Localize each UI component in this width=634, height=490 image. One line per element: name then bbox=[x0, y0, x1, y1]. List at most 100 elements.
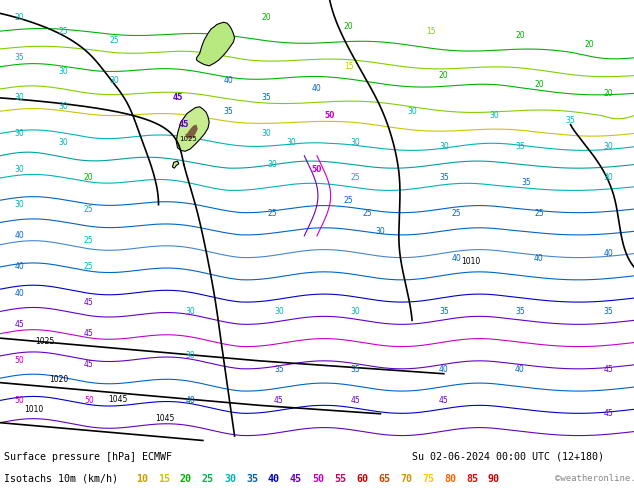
Text: 50: 50 bbox=[325, 111, 335, 120]
Text: 30: 30 bbox=[58, 102, 68, 111]
Text: 20: 20 bbox=[585, 40, 595, 49]
Text: 45: 45 bbox=[84, 360, 94, 369]
Text: Surface pressure [hPa] ECMWF: Surface pressure [hPa] ECMWF bbox=[4, 452, 172, 462]
Text: 30: 30 bbox=[350, 138, 360, 147]
Text: 70: 70 bbox=[400, 474, 412, 484]
Text: 35: 35 bbox=[521, 178, 531, 187]
Text: 30: 30 bbox=[375, 227, 385, 236]
Text: 15: 15 bbox=[426, 26, 436, 36]
Text: 10: 10 bbox=[136, 474, 148, 484]
Text: 15: 15 bbox=[158, 474, 170, 484]
Text: 25: 25 bbox=[534, 209, 544, 218]
Text: 1010: 1010 bbox=[462, 257, 481, 266]
Text: 35: 35 bbox=[14, 53, 24, 62]
Text: 1045: 1045 bbox=[155, 414, 175, 423]
Text: 80: 80 bbox=[444, 474, 456, 484]
Text: 40: 40 bbox=[14, 231, 24, 240]
Text: 25: 25 bbox=[109, 36, 119, 45]
Text: 40: 40 bbox=[268, 474, 280, 484]
Text: 30: 30 bbox=[185, 307, 195, 316]
Text: 75: 75 bbox=[422, 474, 434, 484]
Text: 30: 30 bbox=[14, 200, 24, 209]
Text: 50: 50 bbox=[84, 396, 94, 405]
Text: 25: 25 bbox=[84, 263, 94, 271]
Text: 30: 30 bbox=[274, 307, 284, 316]
Text: 40: 40 bbox=[451, 253, 462, 263]
Text: 35: 35 bbox=[439, 173, 449, 182]
Text: 1010: 1010 bbox=[24, 405, 43, 414]
Text: 1045: 1045 bbox=[108, 395, 127, 404]
Text: 30: 30 bbox=[350, 307, 360, 316]
Text: 50: 50 bbox=[312, 165, 322, 173]
Text: 25: 25 bbox=[344, 196, 354, 205]
Text: 50: 50 bbox=[14, 396, 24, 405]
Text: 25: 25 bbox=[58, 26, 68, 36]
Text: 40: 40 bbox=[515, 365, 525, 374]
Text: 30: 30 bbox=[14, 129, 24, 138]
Text: 35: 35 bbox=[350, 365, 360, 374]
Text: 45: 45 bbox=[290, 474, 302, 484]
Text: 45: 45 bbox=[172, 94, 183, 102]
Text: 40: 40 bbox=[223, 75, 233, 85]
Text: 20: 20 bbox=[439, 71, 449, 80]
Text: 30: 30 bbox=[58, 67, 68, 75]
Polygon shape bbox=[172, 161, 179, 168]
Text: 35: 35 bbox=[274, 365, 284, 374]
Text: 50: 50 bbox=[14, 356, 24, 365]
Text: 45: 45 bbox=[439, 396, 449, 405]
Text: 35: 35 bbox=[223, 107, 233, 116]
Text: 30: 30 bbox=[224, 474, 236, 484]
Text: 90: 90 bbox=[488, 474, 500, 484]
Text: 25: 25 bbox=[363, 209, 373, 218]
Text: 20: 20 bbox=[604, 89, 614, 98]
Text: ©weatheronline.co.uk: ©weatheronline.co.uk bbox=[555, 474, 634, 484]
Text: 30: 30 bbox=[604, 142, 614, 151]
Text: 20: 20 bbox=[344, 22, 354, 31]
Text: 25: 25 bbox=[451, 209, 462, 218]
Text: 25: 25 bbox=[84, 205, 94, 214]
Text: 30: 30 bbox=[185, 351, 195, 361]
Text: 30: 30 bbox=[268, 160, 278, 169]
Text: 20: 20 bbox=[180, 474, 192, 484]
Text: 30: 30 bbox=[407, 107, 417, 116]
Text: 25: 25 bbox=[268, 209, 278, 218]
Text: 45: 45 bbox=[84, 329, 94, 338]
Text: 40: 40 bbox=[534, 253, 544, 263]
Text: 40: 40 bbox=[185, 396, 195, 405]
Text: 40: 40 bbox=[312, 84, 322, 94]
Text: 20: 20 bbox=[84, 173, 94, 182]
Text: 20: 20 bbox=[515, 31, 525, 40]
Text: 45: 45 bbox=[84, 298, 94, 307]
Text: 65: 65 bbox=[378, 474, 390, 484]
Text: 30: 30 bbox=[14, 94, 24, 102]
Text: 45: 45 bbox=[350, 396, 360, 405]
Text: 45: 45 bbox=[179, 120, 189, 129]
Text: 20: 20 bbox=[261, 13, 271, 23]
Text: 20: 20 bbox=[14, 13, 24, 23]
Text: 85: 85 bbox=[466, 474, 478, 484]
Text: 45: 45 bbox=[604, 365, 614, 374]
Text: 35: 35 bbox=[261, 94, 271, 102]
Text: 30: 30 bbox=[14, 165, 24, 173]
Text: 55: 55 bbox=[334, 474, 346, 484]
Text: 30: 30 bbox=[489, 111, 500, 120]
Text: 50: 50 bbox=[312, 474, 324, 484]
Text: 15: 15 bbox=[344, 62, 354, 71]
Text: 30: 30 bbox=[261, 129, 271, 138]
Polygon shape bbox=[185, 124, 198, 139]
Text: 35: 35 bbox=[515, 142, 525, 151]
Text: 35: 35 bbox=[246, 474, 258, 484]
Text: 30: 30 bbox=[58, 138, 68, 147]
Text: 20: 20 bbox=[534, 80, 544, 89]
Text: Isotachs 10m (km/h): Isotachs 10m (km/h) bbox=[4, 474, 118, 484]
Text: 25: 25 bbox=[202, 474, 214, 484]
Text: 45: 45 bbox=[604, 409, 614, 418]
Text: 40: 40 bbox=[14, 289, 24, 298]
Text: Su 02-06-2024 00:00 UTC (12+180): Su 02-06-2024 00:00 UTC (12+180) bbox=[412, 452, 604, 462]
Text: 35: 35 bbox=[604, 307, 614, 316]
Text: 40: 40 bbox=[439, 365, 449, 374]
Text: 30: 30 bbox=[439, 142, 449, 151]
Text: 60: 60 bbox=[356, 474, 368, 484]
Text: 1020: 1020 bbox=[49, 374, 68, 384]
Text: 35: 35 bbox=[439, 307, 449, 316]
